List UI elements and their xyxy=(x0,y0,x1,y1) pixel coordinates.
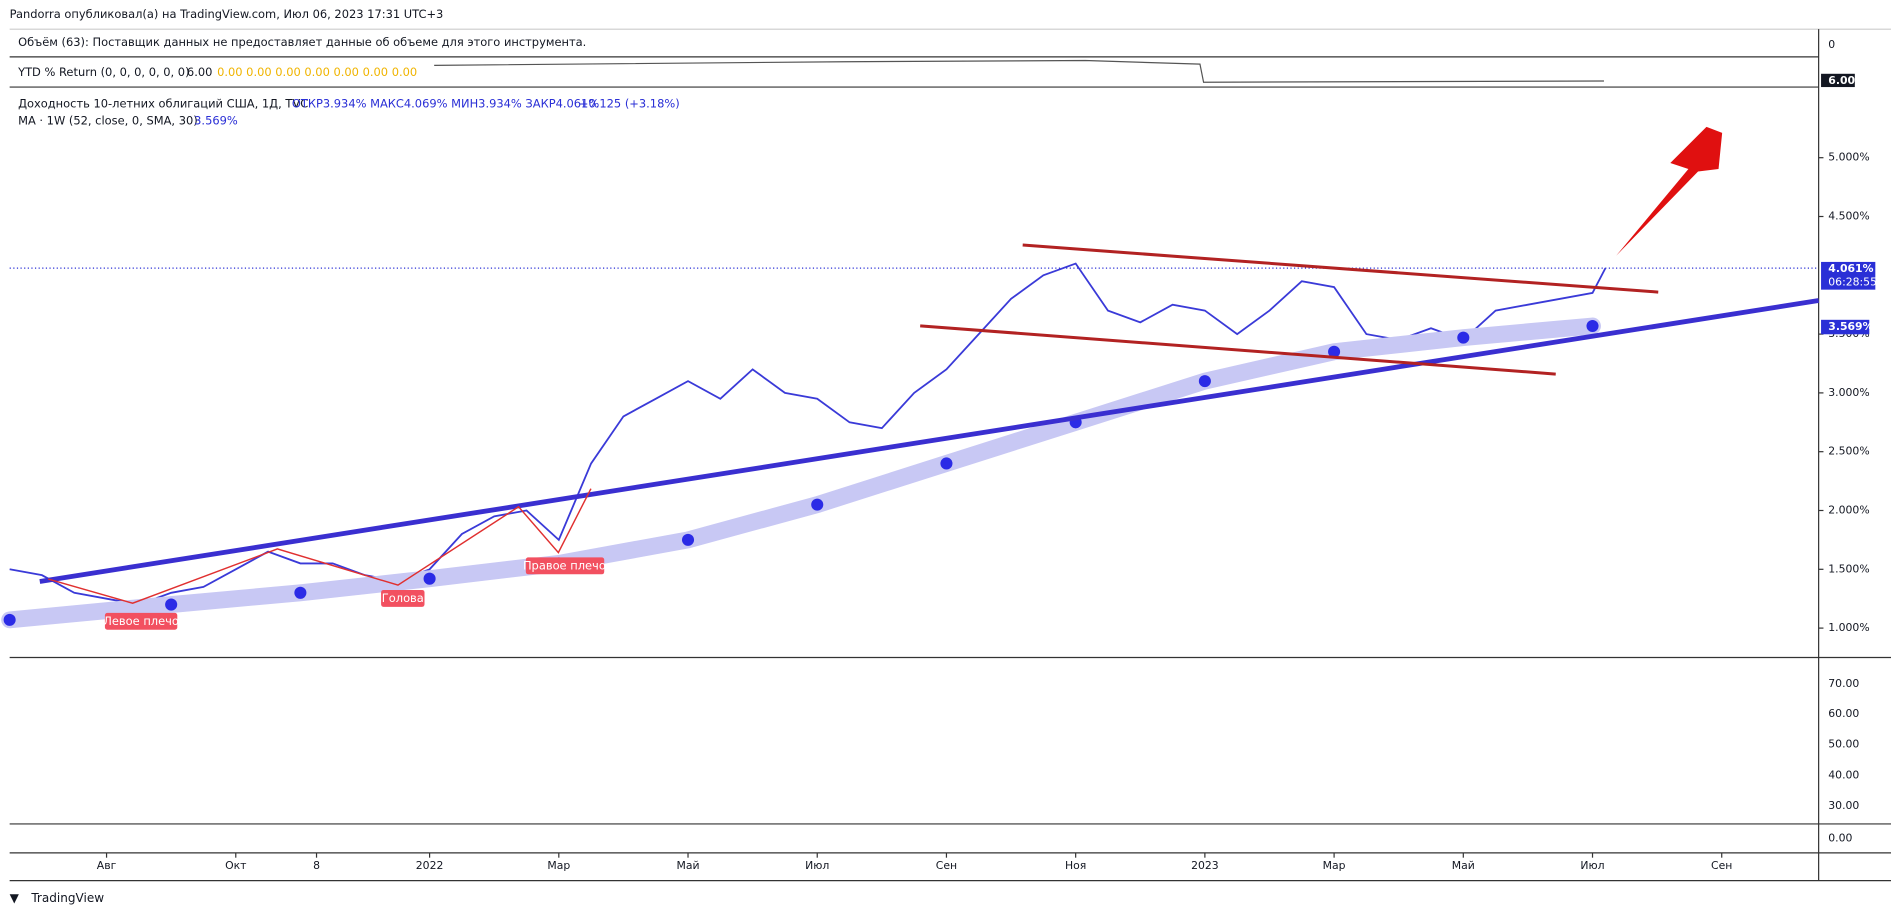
lower-tick: 40.00 xyxy=(1828,769,1859,782)
logo: ▼ xyxy=(10,891,20,905)
annotation: Голова xyxy=(382,591,424,605)
x-tick-label: Мар xyxy=(1323,859,1346,872)
ma-price: 3.569% xyxy=(1828,320,1873,333)
x-tick-label: Ноя xyxy=(1065,859,1086,872)
channel-bottom xyxy=(920,324,1556,376)
ma-point xyxy=(294,586,307,599)
y-tick-label: 2.500% xyxy=(1828,445,1869,458)
ma-point xyxy=(1586,319,1599,333)
annotation-bg xyxy=(381,589,425,607)
trendline xyxy=(39,298,1820,584)
legend-ohlc: ОТКР3.934% МАКС4.069% МИН3.934% ЗАКР4.06… xyxy=(292,96,599,110)
annotation: Правое плечо xyxy=(523,558,606,572)
x-tick-label: Окт xyxy=(225,859,246,872)
x-tick-label: 2023 xyxy=(1191,859,1219,872)
y-tick-label: 1.500% xyxy=(1828,562,1869,575)
brand: TradingView xyxy=(30,891,104,905)
ma-label-bg xyxy=(1821,319,1870,335)
ma-point xyxy=(1328,345,1341,358)
ma-point xyxy=(681,533,695,546)
ytd-value: 6.00 xyxy=(187,65,212,79)
legend-ma: MA · 1W (52, close, 0, SMA, 30) xyxy=(18,113,198,127)
annotation-bg xyxy=(525,557,605,575)
legend-ma-value: 3.569% xyxy=(194,113,238,127)
price-line xyxy=(9,262,1607,606)
ytd-name: YTD % Return (0, 0, 0, 0, 0, 0) xyxy=(17,65,189,79)
channel-top xyxy=(1022,243,1659,294)
y-tick-label: 2.000% xyxy=(1828,503,1869,516)
lower-tick: 60.00 xyxy=(1828,707,1859,720)
x-tick-label: Июл xyxy=(805,859,829,872)
ytd-zeros: 0.00 0.00 0.00 0.00 0.00 0.00 0.00 xyxy=(217,65,417,79)
ma-point xyxy=(940,457,953,470)
arrow xyxy=(1616,126,1723,256)
x-tick-label: Июл xyxy=(1580,859,1604,872)
plot: 1.000%1.500%2.000%2.500%3.000%3.500%4.50… xyxy=(1,151,1870,872)
x-tick-label: Май xyxy=(1452,859,1475,872)
y-tick-label: 4.500% xyxy=(1828,210,1869,223)
legend-main: Доходность 10-летних облигаций США, 1Д, … xyxy=(18,96,308,110)
ytd-line xyxy=(434,59,1604,83)
x-tick-label: Сен xyxy=(936,859,957,872)
last-price: 4.061% xyxy=(1828,262,1873,275)
lower-tick: 30.00 xyxy=(1828,799,1859,812)
author-line: Pandorra опубликовал(а) на TradingView.c… xyxy=(10,7,444,21)
y-tick-label: 1.000% xyxy=(1828,621,1869,634)
annotation-bg xyxy=(104,612,178,630)
ma-point xyxy=(811,498,824,511)
lower-tick: 70.00 xyxy=(1828,677,1859,690)
x-tick-label: 8 xyxy=(313,859,320,872)
lower-tick: 50.00 xyxy=(1828,737,1859,750)
head-shoulders xyxy=(48,488,592,604)
y-tick-label: 5.000% xyxy=(1828,151,1869,164)
annotation: Левое плечо xyxy=(103,614,179,628)
ytd-axis: 6.00 xyxy=(1828,74,1855,87)
ma-point xyxy=(165,598,178,611)
ytd-label-bg xyxy=(1821,73,1855,88)
legend-change: +0.125 (+3.18%) xyxy=(579,96,680,110)
countdown: 06:28:55 xyxy=(1828,275,1877,288)
x-tick-label: Май xyxy=(676,859,699,872)
ma-point xyxy=(423,572,436,585)
x-tick-label: Авг xyxy=(97,859,117,872)
x-tick-label: Сен xyxy=(1711,859,1732,872)
volume-axis: 0 xyxy=(1828,38,1835,51)
x-tick-label: 2022 xyxy=(416,859,444,872)
ma-point xyxy=(3,613,16,626)
x-tick-label: Мар xyxy=(547,859,570,872)
volume-line: Объём (63): Поставщик данных не предоста… xyxy=(18,35,586,49)
y-tick-label: 3.000% xyxy=(1828,386,1869,399)
ma-point xyxy=(1457,331,1470,344)
lower-bottom-tick: 0.00 xyxy=(1828,831,1852,844)
price-label-bg xyxy=(1821,261,1876,290)
ma-point xyxy=(1198,375,1211,388)
